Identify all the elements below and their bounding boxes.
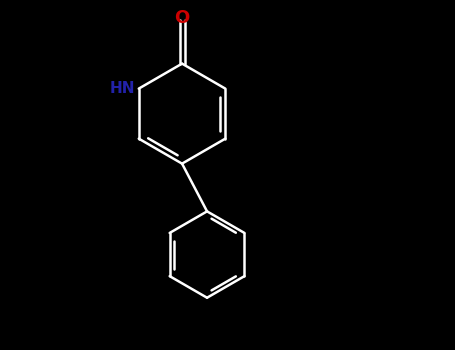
Text: HN: HN (110, 81, 135, 96)
Text: O: O (174, 9, 190, 27)
